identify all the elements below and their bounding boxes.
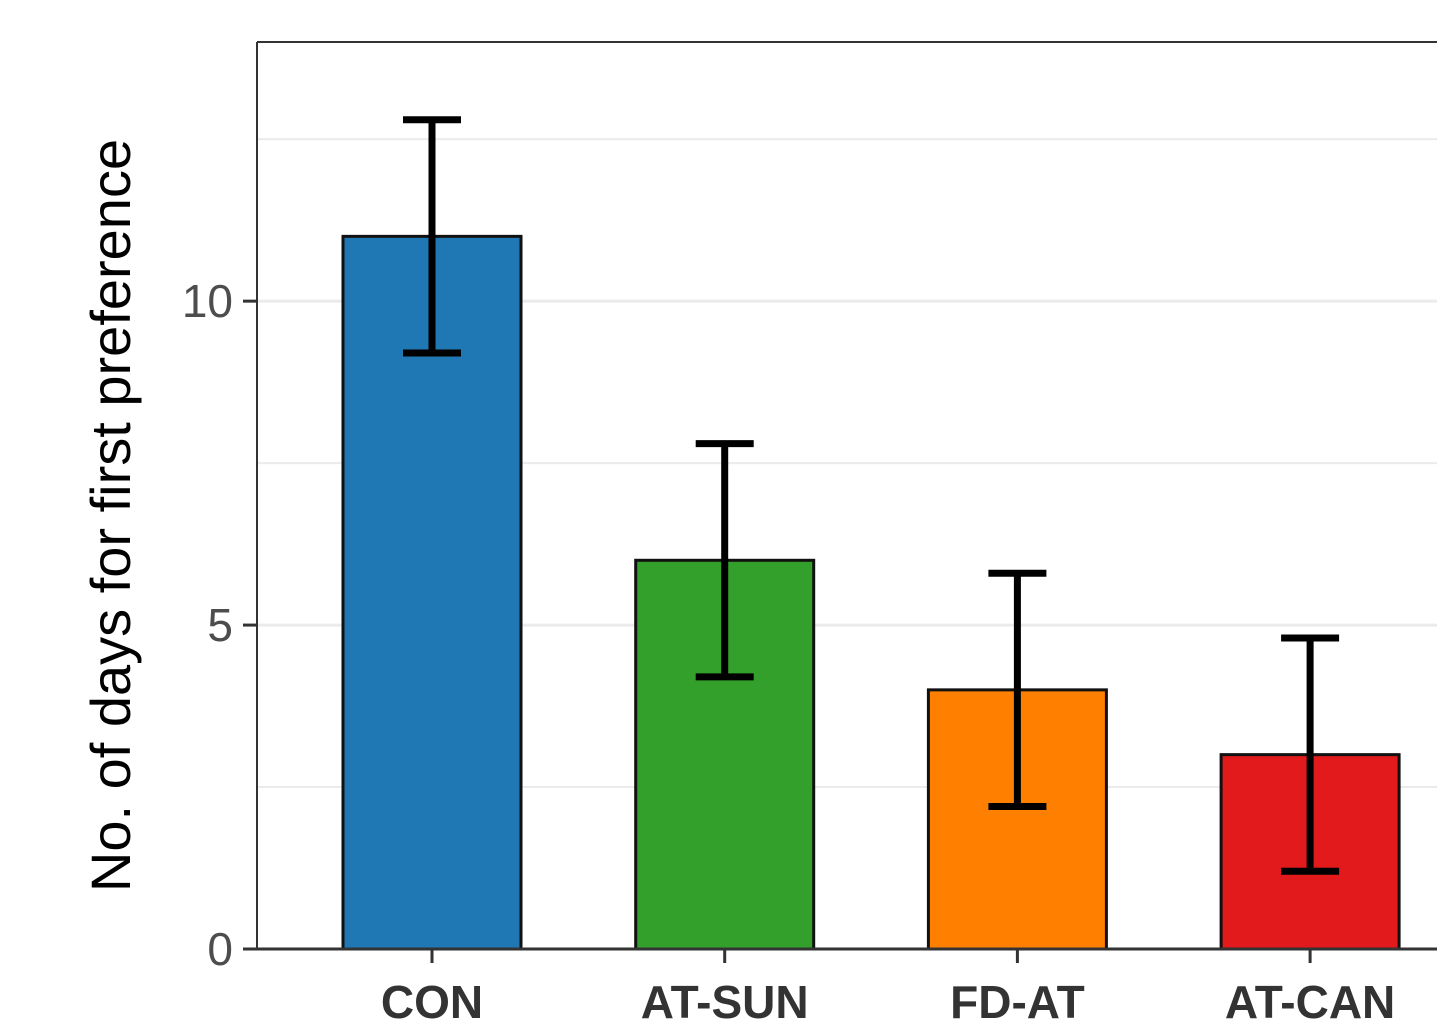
y-ticks: 0 5 10 bbox=[182, 275, 257, 975]
x-tick-label: AT-CAN bbox=[1225, 976, 1395, 1025]
x-tick-label: AT-SUN bbox=[641, 976, 809, 1025]
error-bars bbox=[403, 120, 1339, 872]
y-tick-label: 5 bbox=[207, 599, 233, 651]
y-axis-title: No. of days for first preference bbox=[79, 139, 142, 892]
x-tick-label: FD-AT bbox=[950, 976, 1085, 1025]
y-tick-label: 0 bbox=[207, 923, 233, 975]
x-tick-label: CON bbox=[381, 976, 483, 1025]
x-ticks: CON AT-SUN FD-AT AT-CAN bbox=[381, 949, 1395, 1025]
bars bbox=[343, 236, 1399, 949]
y-tick-label: 10 bbox=[182, 275, 233, 327]
